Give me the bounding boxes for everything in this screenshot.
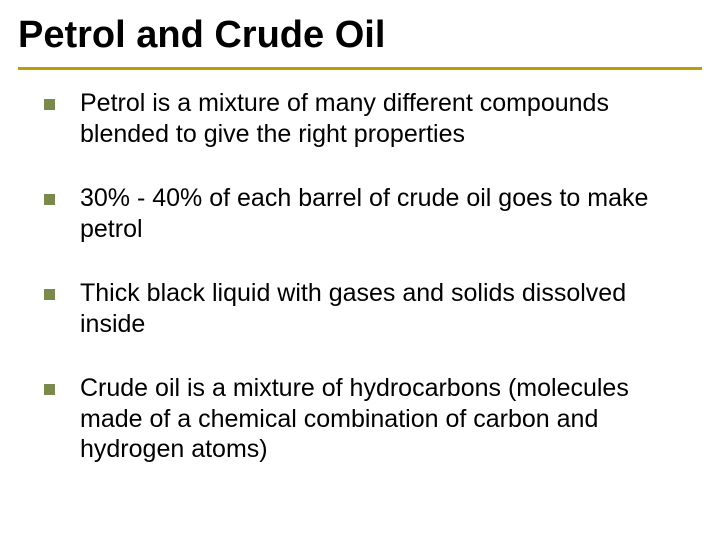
title-underline: Petrol and Crude Oil bbox=[18, 8, 702, 70]
list-item: Petrol is a mixture of many different co… bbox=[44, 88, 692, 149]
square-bullet-icon bbox=[44, 99, 55, 110]
list-item: Crude oil is a mixture of hydrocarbons (… bbox=[44, 373, 692, 465]
bullet-text: 30% - 40% of each barrel of crude oil go… bbox=[80, 184, 648, 243]
square-bullet-icon bbox=[44, 384, 55, 395]
square-bullet-icon bbox=[44, 194, 55, 205]
bullet-text: Crude oil is a mixture of hydrocarbons (… bbox=[80, 374, 629, 463]
bullet-list: Petrol is a mixture of many different co… bbox=[18, 88, 702, 465]
square-bullet-icon bbox=[44, 289, 55, 300]
list-item: Thick black liquid with gases and solids… bbox=[44, 278, 692, 339]
slide: Petrol and Crude Oil Petrol is a mixture… bbox=[0, 0, 720, 540]
list-item: 30% - 40% of each barrel of crude oil go… bbox=[44, 183, 692, 244]
bullet-text: Petrol is a mixture of many different co… bbox=[80, 89, 609, 148]
bullet-text: Thick black liquid with gases and solids… bbox=[80, 279, 626, 338]
slide-title: Petrol and Crude Oil bbox=[18, 14, 702, 57]
